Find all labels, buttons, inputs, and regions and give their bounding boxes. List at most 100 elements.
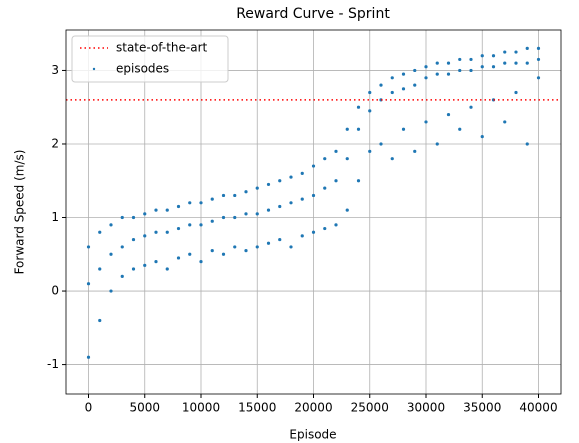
point bbox=[120, 274, 124, 278]
point bbox=[525, 142, 529, 146]
point bbox=[345, 127, 349, 131]
x-tick-label: 35000 bbox=[463, 401, 501, 415]
point bbox=[514, 90, 518, 95]
point bbox=[289, 245, 293, 249]
point bbox=[469, 68, 473, 73]
point bbox=[120, 245, 124, 249]
point bbox=[446, 112, 451, 117]
point bbox=[98, 230, 102, 234]
point bbox=[401, 87, 406, 91]
legend-label: state-of-the-art bbox=[116, 41, 208, 55]
point bbox=[278, 179, 282, 183]
point bbox=[469, 57, 473, 62]
point bbox=[536, 76, 541, 80]
point bbox=[255, 186, 259, 190]
point bbox=[154, 260, 158, 264]
point bbox=[503, 61, 507, 65]
point bbox=[199, 223, 203, 227]
point bbox=[525, 46, 529, 50]
point bbox=[199, 201, 203, 205]
point bbox=[221, 252, 226, 256]
point bbox=[491, 54, 496, 58]
point bbox=[435, 142, 439, 146]
point bbox=[356, 179, 361, 183]
point bbox=[311, 164, 316, 168]
point bbox=[86, 282, 91, 286]
point bbox=[188, 252, 192, 256]
point bbox=[98, 267, 102, 271]
y-tick-label: -1 bbox=[47, 357, 59, 371]
point bbox=[210, 249, 214, 253]
point bbox=[266, 241, 271, 245]
y-tick-label: 3 bbox=[51, 63, 59, 77]
y-tick-label: 1 bbox=[51, 210, 59, 224]
point bbox=[176, 204, 181, 209]
point bbox=[165, 267, 169, 271]
point bbox=[503, 50, 507, 54]
plot-frame bbox=[65, 29, 562, 395]
legend-swatch bbox=[92, 67, 96, 71]
point bbox=[131, 215, 136, 220]
point bbox=[165, 208, 169, 212]
point bbox=[368, 109, 372, 113]
point bbox=[458, 68, 462, 73]
x-tick-label: 5000 bbox=[129, 401, 160, 415]
point bbox=[536, 46, 541, 50]
x-tick-label: 10000 bbox=[182, 401, 220, 415]
point bbox=[413, 149, 417, 153]
x-tick-label: 30000 bbox=[407, 401, 445, 415]
point bbox=[289, 201, 293, 205]
point bbox=[356, 105, 361, 109]
point bbox=[424, 65, 428, 69]
point bbox=[233, 245, 237, 249]
point bbox=[143, 212, 147, 216]
point bbox=[154, 230, 158, 234]
point bbox=[390, 76, 394, 80]
point bbox=[120, 215, 124, 220]
point bbox=[233, 215, 237, 220]
point bbox=[244, 212, 248, 216]
point bbox=[401, 72, 406, 76]
point bbox=[278, 204, 282, 209]
point bbox=[469, 105, 473, 109]
point bbox=[300, 171, 304, 175]
point bbox=[525, 61, 529, 65]
point bbox=[98, 318, 102, 323]
point bbox=[188, 201, 192, 205]
point bbox=[244, 190, 248, 194]
point bbox=[311, 230, 316, 234]
point bbox=[289, 175, 293, 179]
point bbox=[503, 120, 507, 124]
point bbox=[244, 249, 248, 253]
point bbox=[188, 223, 192, 227]
point bbox=[86, 355, 91, 359]
point bbox=[424, 120, 428, 124]
point bbox=[86, 245, 91, 249]
chart-title: Reward Curve - Sprint bbox=[236, 6, 390, 22]
point bbox=[199, 260, 203, 264]
point bbox=[131, 267, 136, 271]
point bbox=[334, 179, 338, 183]
y-tick-label: 0 bbox=[51, 284, 59, 298]
y-tick-label: 2 bbox=[51, 136, 59, 150]
point bbox=[446, 72, 451, 76]
point bbox=[255, 212, 259, 216]
point bbox=[266, 182, 271, 187]
point bbox=[401, 127, 406, 131]
point bbox=[154, 208, 158, 212]
x-tick-label: 25000 bbox=[351, 401, 389, 415]
point bbox=[413, 68, 417, 73]
x-axis-label: Episode bbox=[289, 428, 336, 442]
point bbox=[356, 127, 361, 131]
point bbox=[491, 65, 496, 69]
point bbox=[514, 50, 518, 54]
point bbox=[536, 57, 541, 62]
point bbox=[368, 149, 372, 153]
point bbox=[165, 230, 169, 234]
point bbox=[413, 83, 417, 87]
point bbox=[458, 127, 462, 131]
point bbox=[390, 90, 394, 95]
point bbox=[323, 186, 327, 190]
point bbox=[300, 197, 304, 201]
